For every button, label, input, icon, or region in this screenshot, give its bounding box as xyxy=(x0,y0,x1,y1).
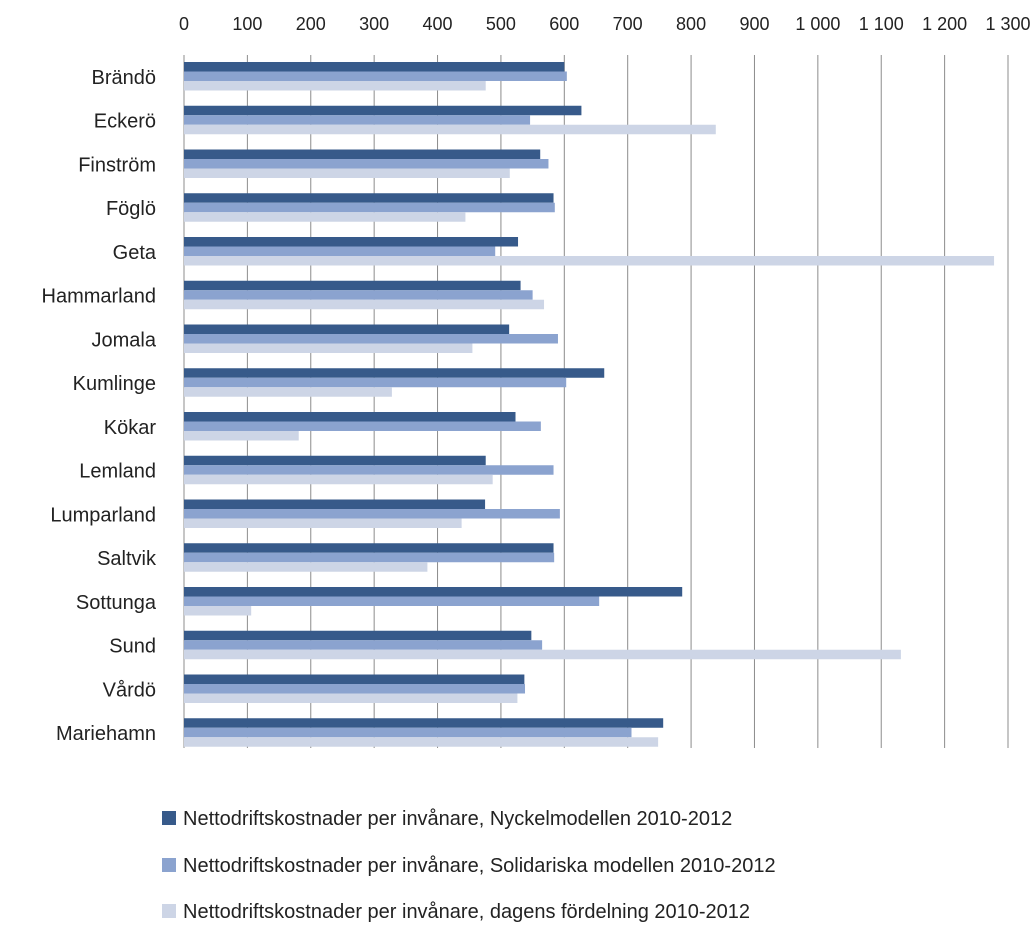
category-label: Mariehamn xyxy=(56,723,156,745)
bar-Hammarland-series-3 xyxy=(184,299,545,310)
x-tick-label: 1 300 xyxy=(985,14,1030,34)
legend: Nettodriftskostnader per invånare, Nycke… xyxy=(162,808,776,923)
bar-Brändö-series-2 xyxy=(184,71,567,81)
bar-Föglö-series-2 xyxy=(184,202,555,213)
category-label: Finström xyxy=(78,154,156,176)
bar-Lumparland-series-2 xyxy=(184,509,560,519)
bar-Finström-series-1 xyxy=(184,149,541,159)
bar-Finström-series-3 xyxy=(184,168,510,178)
bar-Lemland-series-3 xyxy=(184,474,493,485)
bar-Eckerö-series-1 xyxy=(184,105,582,116)
category-label: Kökar xyxy=(104,417,157,439)
bar-Geta-series-1 xyxy=(184,237,519,247)
x-tick-label: 400 xyxy=(423,14,453,34)
x-tick-label: 500 xyxy=(486,14,516,34)
bar-Brändö-series-1 xyxy=(184,62,565,72)
bar-Eckerö-series-3 xyxy=(184,124,716,135)
bar-Lumparland-series-1 xyxy=(184,499,486,509)
category-label: Sund xyxy=(109,636,156,658)
bar-Mariehamn-series-1 xyxy=(184,718,664,728)
bar-Jomala-series-1 xyxy=(184,324,510,334)
legend-swatch-3 xyxy=(162,904,176,918)
legend-entry-3: Nettodriftskostnader per invånare, dagen… xyxy=(183,901,750,923)
bar-Vårdö-series-3 xyxy=(184,693,518,703)
bar-Hammarland-series-1 xyxy=(184,280,521,291)
x-tick-label: 800 xyxy=(676,14,706,34)
category-label: Saltvik xyxy=(97,548,157,570)
bar-Sottunga-series-3 xyxy=(184,606,252,616)
x-tick-label: 700 xyxy=(613,14,643,34)
bar-Kökar-series-1 xyxy=(184,412,516,422)
bar-Hammarland-series-2 xyxy=(184,290,533,300)
bar-Lemland-series-1 xyxy=(184,455,486,466)
bar-Vårdö-series-1 xyxy=(184,674,525,684)
bar-Saltvik-series-3 xyxy=(184,562,428,572)
bar-Eckerö-series-2 xyxy=(184,115,531,125)
bar-Kumlinge-series-2 xyxy=(184,377,567,388)
bar-Föglö-series-1 xyxy=(184,193,554,203)
legend-swatch-2 xyxy=(162,858,176,872)
x-axis-ticks: 0 100 200 300 400 500 600 700 800 900 1 000 1 100 1 … xyxy=(179,14,1031,34)
bar-Mariehamn-series-2 xyxy=(184,727,632,738)
bar-Finström-series-2 xyxy=(184,159,549,169)
bars-layer xyxy=(184,62,995,747)
bar-Mariehamn-series-3 xyxy=(184,737,659,747)
x-tick-label: 600 xyxy=(549,14,579,34)
x-tick-label: 900 xyxy=(739,14,769,34)
x-tick-label: 0 xyxy=(179,14,189,34)
legend-swatch-1 xyxy=(162,811,176,825)
x-tick-label: 1 000 xyxy=(795,14,840,34)
bar-Kökar-series-2 xyxy=(184,421,541,431)
bar-Sottunga-series-1 xyxy=(184,587,683,597)
bar-Jomala-series-2 xyxy=(184,334,558,344)
category-label: Sottunga xyxy=(76,592,157,614)
bar-Lumparland-series-3 xyxy=(184,518,462,528)
bar-Vårdö-series-2 xyxy=(184,684,526,694)
bar-Föglö-series-3 xyxy=(184,212,466,222)
category-labels: Brändö Eckerö Finström Föglö Geta Hammarland J… xyxy=(42,67,157,745)
bar-Sund-series-2 xyxy=(184,640,543,650)
bar-Saltvik-series-1 xyxy=(184,543,554,553)
bar-Jomala-series-3 xyxy=(184,343,473,353)
bar-Brändö-series-3 xyxy=(184,81,486,91)
category-label: Lemland xyxy=(79,461,156,483)
legend-entry-2: Nettodriftskostnader per invånare, Solid… xyxy=(183,855,776,877)
bar-Sottunga-series-2 xyxy=(184,596,600,606)
category-label: Föglö xyxy=(106,198,156,220)
legend-entry-1: Nettodriftskostnader per invånare, Nycke… xyxy=(183,808,732,830)
category-label: Lumparland xyxy=(50,504,156,526)
bar-Geta-series-2 xyxy=(184,246,496,256)
category-label: Geta xyxy=(113,242,157,264)
bar-Sund-series-1 xyxy=(184,630,532,641)
category-label: Hammarland xyxy=(42,286,156,308)
x-tick-label: 100 xyxy=(232,14,262,34)
category-label: Vårdö xyxy=(103,679,156,701)
bar-Sund-series-3 xyxy=(184,649,901,660)
category-label: Jomala xyxy=(92,329,157,351)
x-tick-label: 300 xyxy=(359,14,389,34)
x-tick-label: 200 xyxy=(296,14,326,34)
category-label: Kumlinge xyxy=(73,373,156,395)
bar-Saltvik-series-2 xyxy=(184,552,555,563)
x-tick-label: 1 100 xyxy=(859,14,904,34)
x-tick-label: 1 200 xyxy=(922,14,967,34)
bar-Kumlinge-series-1 xyxy=(184,368,605,378)
bar-Kumlinge-series-3 xyxy=(184,387,392,397)
category-label: Brändö xyxy=(92,67,157,89)
bar-Kökar-series-3 xyxy=(184,431,299,441)
bar-Geta-series-3 xyxy=(184,256,995,266)
category-label: Eckerö xyxy=(94,111,156,133)
bar-Lemland-series-2 xyxy=(184,465,554,475)
